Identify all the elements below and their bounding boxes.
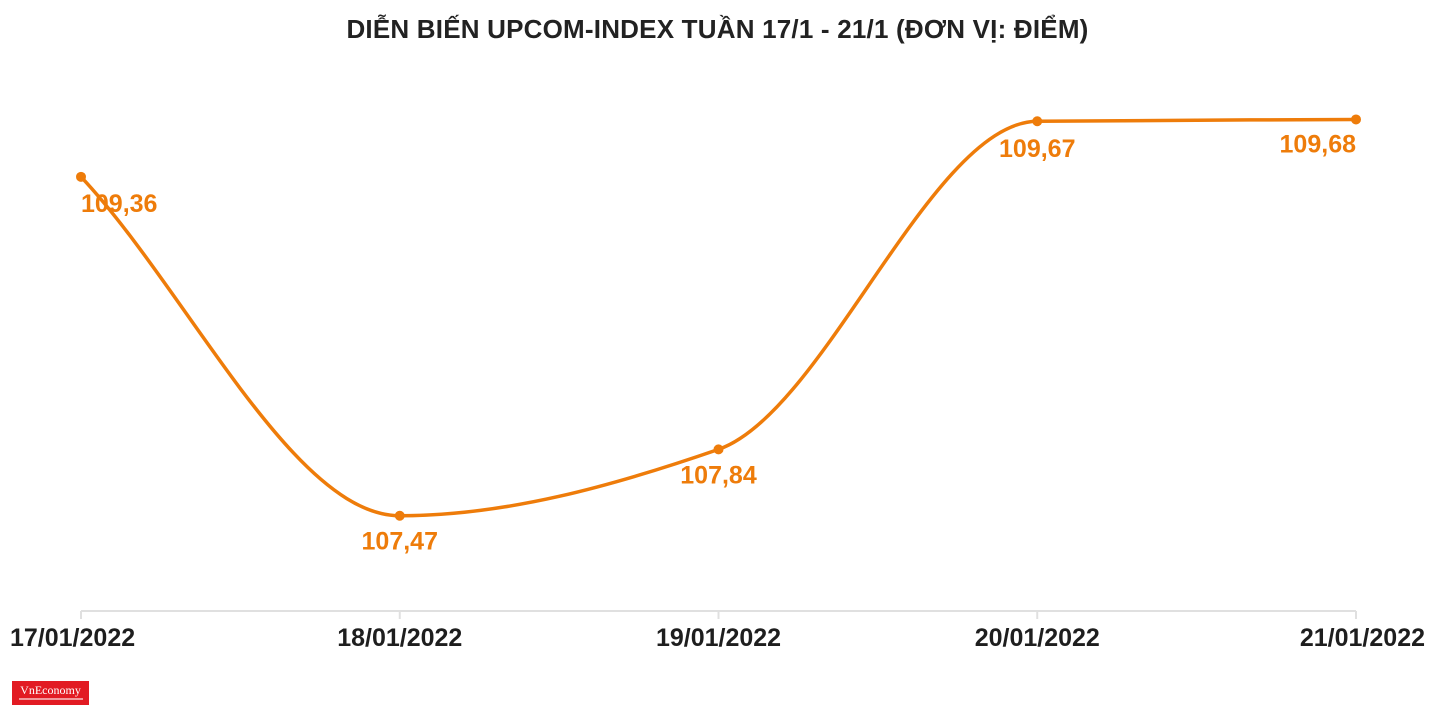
x-tick-label: 21/01/2022 xyxy=(1300,624,1425,652)
chart-title: DIỄN BIẾN UPCOM-INDEX TUẦN 17/1 - 21/1 (… xyxy=(346,14,1089,44)
x-tick-label: 19/01/2022 xyxy=(656,624,781,652)
data-labels: 109,36 107,47 107,84 109,67 109,68 xyxy=(81,130,1356,555)
data-label: 107,84 xyxy=(680,461,757,489)
x-tick-label: 17/01/2022 xyxy=(10,624,135,652)
series-line-layer xyxy=(79,117,1358,518)
logo-text: VnEconomy xyxy=(20,683,81,697)
data-point xyxy=(713,444,724,455)
data-point xyxy=(76,171,86,182)
data-label: 109,67 xyxy=(999,135,1075,163)
data-points xyxy=(76,114,1361,521)
data-point xyxy=(1032,116,1043,127)
x-tick-label: 20/01/2022 xyxy=(975,624,1100,652)
data-label: 109,36 xyxy=(81,190,157,218)
data-point xyxy=(394,510,405,521)
series-line xyxy=(79,117,1358,518)
data-point xyxy=(1351,114,1361,125)
x-tick-labels: 17/01/2022 18/01/2022 19/01/2022 20/01/2022… xyxy=(10,624,1425,652)
x-tick-label: 18/01/2022 xyxy=(337,624,462,652)
logo-underline xyxy=(18,698,83,700)
x-axis xyxy=(80,610,1357,619)
data-label: 109,68 xyxy=(1280,130,1357,158)
data-label: 107,47 xyxy=(362,528,438,556)
vneconomy-logo: VnEconomy xyxy=(12,681,89,705)
